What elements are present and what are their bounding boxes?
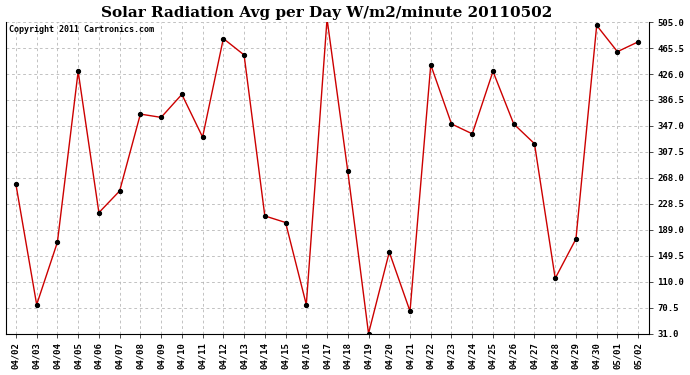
Title: Solar Radiation Avg per Day W/m2/minute 20110502: Solar Radiation Avg per Day W/m2/minute … [101,6,553,20]
Text: Copyright 2011 Cartronics.com: Copyright 2011 Cartronics.com [9,25,154,34]
